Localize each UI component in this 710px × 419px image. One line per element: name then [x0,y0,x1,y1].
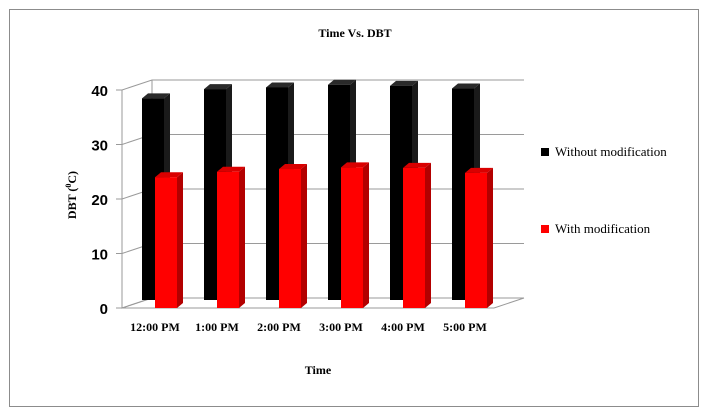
legend-item: With modification [541,221,651,236]
bar-top [142,93,170,99]
bar-side [487,167,493,308]
legend-swatch [541,148,549,156]
bars [142,79,493,308]
y-tick-label: 0 [100,301,108,318]
bar-top [155,172,183,178]
bar-top [403,162,431,168]
bar-top [279,164,307,170]
bar-front [403,167,425,308]
legend-swatch [541,225,549,233]
x-axis-ticks: 12:00 PM 1:00 PM 2:00 PM 3:00 PM 4:00 PM 5:00… [130,320,487,334]
x-tick-label: 3:00 PM [319,320,363,334]
bar-top [341,162,369,168]
bar-front [155,177,177,308]
y-tick-label: 10 [91,247,108,264]
legend-label: Without modification [555,144,667,159]
bar-front [465,172,487,308]
bar-top [328,79,356,85]
bar [403,162,431,308]
y-axis-title: DBT (0C) [64,171,79,219]
bar-side [425,162,431,308]
plot-floor [122,297,525,309]
x-tick-label: 5:00 PM [443,320,487,334]
bar-front [341,167,363,308]
bar-top [204,84,232,90]
x-axis-title: Time [305,363,332,377]
bar-side [363,162,369,308]
x-tick-label: 12:00 PM [130,320,180,334]
y-tick-label: 40 [91,83,108,100]
bar-front [217,171,239,308]
bar-top [452,83,480,89]
bar-top [266,82,294,88]
bar [279,164,307,308]
x-tick-label: 4:00 PM [381,320,425,334]
bar [155,172,183,308]
legend-label: With modification [555,221,651,236]
legend: Without modification With modification [541,144,667,236]
bar-top [465,167,493,173]
bar-side [177,172,183,308]
bar-top [390,80,418,86]
x-tick-label: 1:00 PM [195,320,239,334]
chart-title: Time Vs. DBT [318,26,391,40]
bar-top [217,166,245,172]
floor-right-edge [493,297,525,309]
gridline [121,79,524,91]
bar [465,167,493,308]
bar [341,162,369,308]
y-tick-label: 20 [91,192,108,209]
bar-side [301,164,307,308]
y-tick-label: 30 [91,138,108,155]
bar [217,166,245,308]
bar-side [239,166,245,308]
legend-item: Without modification [541,144,667,159]
y-axis-ticks: 0 10 20 30 40 [91,83,122,318]
bar-front [279,169,301,308]
x-tick-label: 2:00 PM [257,320,301,334]
